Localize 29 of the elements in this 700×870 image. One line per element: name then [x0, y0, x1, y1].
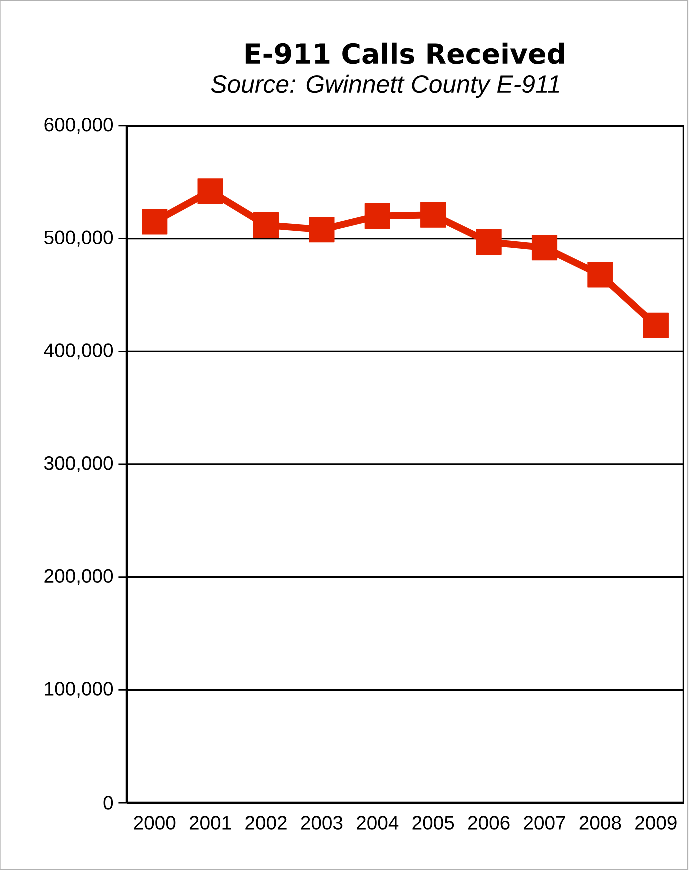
- point: [588, 262, 614, 288]
- x-tick-label: 2002: [246, 816, 287, 830]
- y-tick-label: 300,000: [44, 456, 114, 472]
- point: [532, 235, 558, 261]
- point: [643, 312, 669, 339]
- point: [309, 217, 335, 243]
- x-tick-label: 2005: [412, 816, 454, 830]
- x-tick-label: 2003: [301, 816, 343, 830]
- x-tick-label: 2007: [524, 816, 566, 830]
- y-tick-label: 0: [104, 796, 114, 810]
- point: [198, 178, 224, 204]
- point: [420, 202, 446, 228]
- x-tick-label: 2009: [636, 816, 677, 830]
- point: [476, 229, 502, 256]
- x-tick-label: 2008: [580, 816, 622, 830]
- x-tick-label: 2000: [134, 816, 176, 830]
- x-tick-label: 2001: [190, 816, 232, 830]
- chart-subtitle: Source: Gwinnett County E-911: [211, 74, 560, 98]
- chart-title: E-911 Calls Received: [246, 42, 564, 64]
- point: [253, 212, 280, 238]
- y-tick-label: 200,000: [44, 569, 114, 586]
- y-tick-label: 400,000: [44, 344, 114, 360]
- x-tick-label: 2006: [468, 816, 510, 830]
- point: [364, 203, 390, 230]
- x-tick-label: 2004: [357, 816, 399, 830]
- point: [142, 209, 168, 235]
- y-tick-label: 100,000: [45, 682, 114, 698]
- y-tick-label: 600,000: [44, 118, 114, 134]
- y-tick-label: 500,000: [44, 230, 114, 247]
